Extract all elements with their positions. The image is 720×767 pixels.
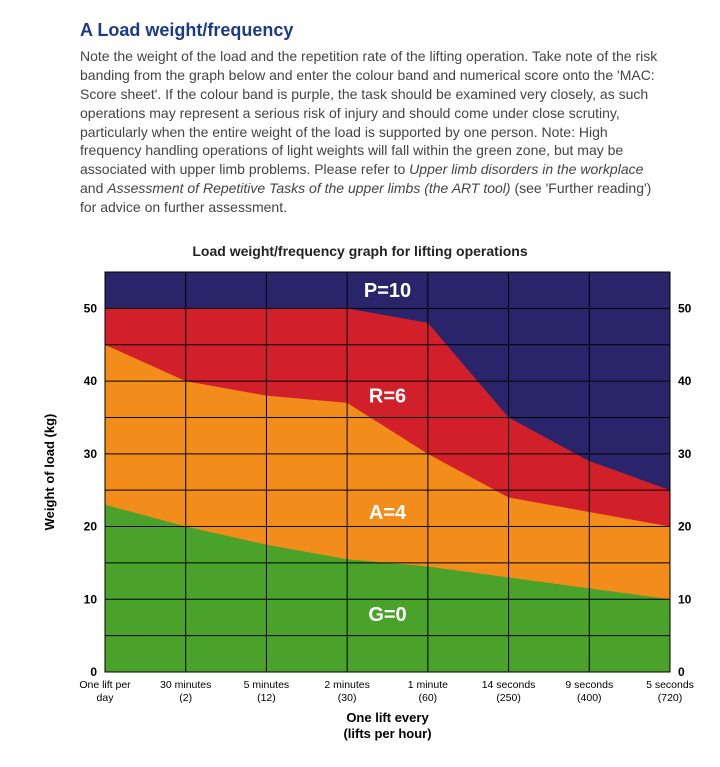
svg-text:(60): (60)	[419, 692, 438, 704]
svg-text:One lift every: One lift every	[346, 710, 429, 725]
svg-text:A=4: A=4	[369, 502, 407, 524]
body-paragraph: Note the weight of the load and the repe…	[80, 47, 670, 217]
svg-text:(30): (30)	[338, 692, 357, 704]
svg-text:(12): (12)	[257, 692, 276, 704]
svg-text:30: 30	[678, 447, 692, 461]
svg-text:30: 30	[84, 447, 98, 461]
svg-text:10: 10	[678, 592, 692, 606]
svg-text:14 seconds: 14 seconds	[482, 679, 536, 691]
chart-svg: 0 0 10 10 20 20 30 30 40 40 50 50 One lift perday 30 …	[30, 267, 710, 747]
svg-text:(lifts per hour): (lifts per hour)	[343, 726, 431, 741]
svg-text:day: day	[97, 692, 115, 704]
svg-text:R=6: R=6	[369, 386, 406, 408]
section-heading: A Load weight/frequency	[80, 20, 690, 41]
svg-text:G=0: G=0	[368, 604, 406, 626]
svg-text:50: 50	[84, 301, 98, 315]
svg-text:50: 50	[678, 301, 692, 315]
svg-text:40: 40	[678, 374, 692, 388]
svg-text:9 seconds: 9 seconds	[565, 679, 613, 691]
svg-text:P=10: P=10	[364, 280, 411, 302]
svg-text:20: 20	[84, 520, 98, 534]
svg-text:(400): (400)	[577, 692, 602, 704]
svg-text:0: 0	[678, 665, 685, 679]
svg-text:One lift per: One lift per	[79, 679, 131, 691]
chart-title: Load weight/frequency graph for lifting …	[30, 243, 690, 259]
svg-text:(2): (2)	[179, 692, 192, 704]
svg-text:Weight of load (kg): Weight of load (kg)	[42, 414, 57, 531]
svg-text:0: 0	[90, 665, 97, 679]
load-frequency-chart: 0 0 10 10 20 20 30 30 40 40 50 50 One lift perday 30 …	[30, 267, 690, 747]
svg-text:20: 20	[678, 520, 692, 534]
svg-text:10: 10	[84, 592, 98, 606]
svg-text:40: 40	[84, 374, 98, 388]
svg-text:(720): (720)	[658, 692, 683, 704]
svg-text:5 minutes: 5 minutes	[244, 679, 290, 691]
svg-text:1 minute: 1 minute	[408, 679, 448, 691]
svg-text:2 minutes: 2 minutes	[324, 679, 370, 691]
svg-text:30 minutes: 30 minutes	[160, 679, 211, 691]
svg-text:(250): (250)	[496, 692, 521, 704]
svg-text:5 seconds: 5 seconds	[646, 679, 694, 691]
